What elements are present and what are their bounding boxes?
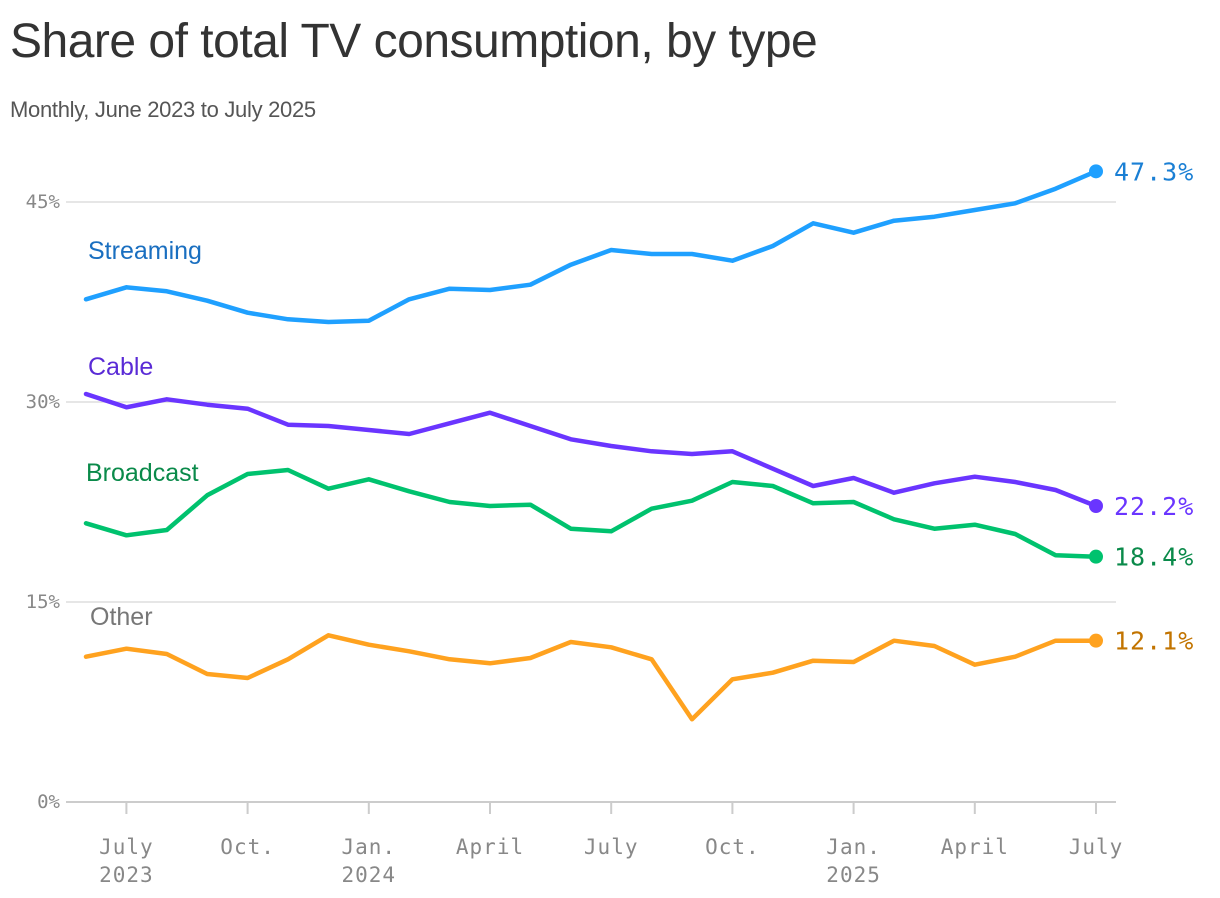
- gridlines: [66, 201, 1116, 803]
- y-axis: 0% 15% 30% 45%: [26, 191, 61, 813]
- other-end-value: 12.1%: [1114, 627, 1194, 656]
- streaming-series-label: Streaming: [88, 237, 202, 265]
- other-line: [83, 633, 1099, 722]
- other-end-point: [1089, 633, 1103, 648]
- chart-title: Share of total TV consumption, by type: [10, 15, 818, 68]
- x-tick-label: 2024: [342, 863, 397, 887]
- x-tick-label: Oct.: [705, 835, 760, 859]
- broadcast-line: [83, 467, 1099, 559]
- y-tick-label: 15%: [26, 591, 61, 613]
- broadcast-series-label: Broadcast: [86, 459, 199, 487]
- series-lines: [83, 164, 1103, 722]
- x-tick-label: 2025: [826, 863, 881, 887]
- x-tick-label: Jan.: [826, 835, 881, 859]
- x-tick-label: Oct.: [220, 835, 275, 859]
- y-tick-label: 45%: [26, 191, 61, 213]
- x-tick-label: April: [941, 835, 1009, 859]
- x-tick-label: Jan.: [342, 835, 397, 859]
- x-tick-label: April: [456, 835, 524, 859]
- cable-end-point: [1089, 499, 1103, 514]
- broadcast-end-point: [1089, 549, 1103, 564]
- other-series-label: Other: [90, 603, 153, 631]
- streaming-end-point: [1089, 164, 1103, 179]
- series-labels: 47.3% Streaming 22.2% Cable 18.4% Broadcast 12…: [86, 157, 1194, 656]
- streaming-end-value: 47.3%: [1114, 157, 1194, 186]
- chart-subtitle: Monthly, June 2023 to July 2025: [10, 97, 316, 122]
- x-tick-label: July: [99, 835, 154, 859]
- x-tick-label: July: [584, 835, 639, 859]
- broadcast-end-value: 18.4%: [1114, 543, 1194, 572]
- x-axis: July 2023 Oct. Jan. 2024 April July Oct. Jan. 202…: [99, 802, 1124, 887]
- y-tick-label: 30%: [26, 391, 61, 413]
- cable-end-value: 22.2%: [1114, 492, 1194, 521]
- x-tick-label: 2023: [99, 863, 154, 887]
- cable-series-label: Cable: [88, 353, 153, 381]
- y-tick-label: 0%: [37, 791, 60, 813]
- x-tick-label: July: [1069, 835, 1124, 859]
- streaming-line: [83, 169, 1099, 325]
- cable-line: [83, 391, 1099, 509]
